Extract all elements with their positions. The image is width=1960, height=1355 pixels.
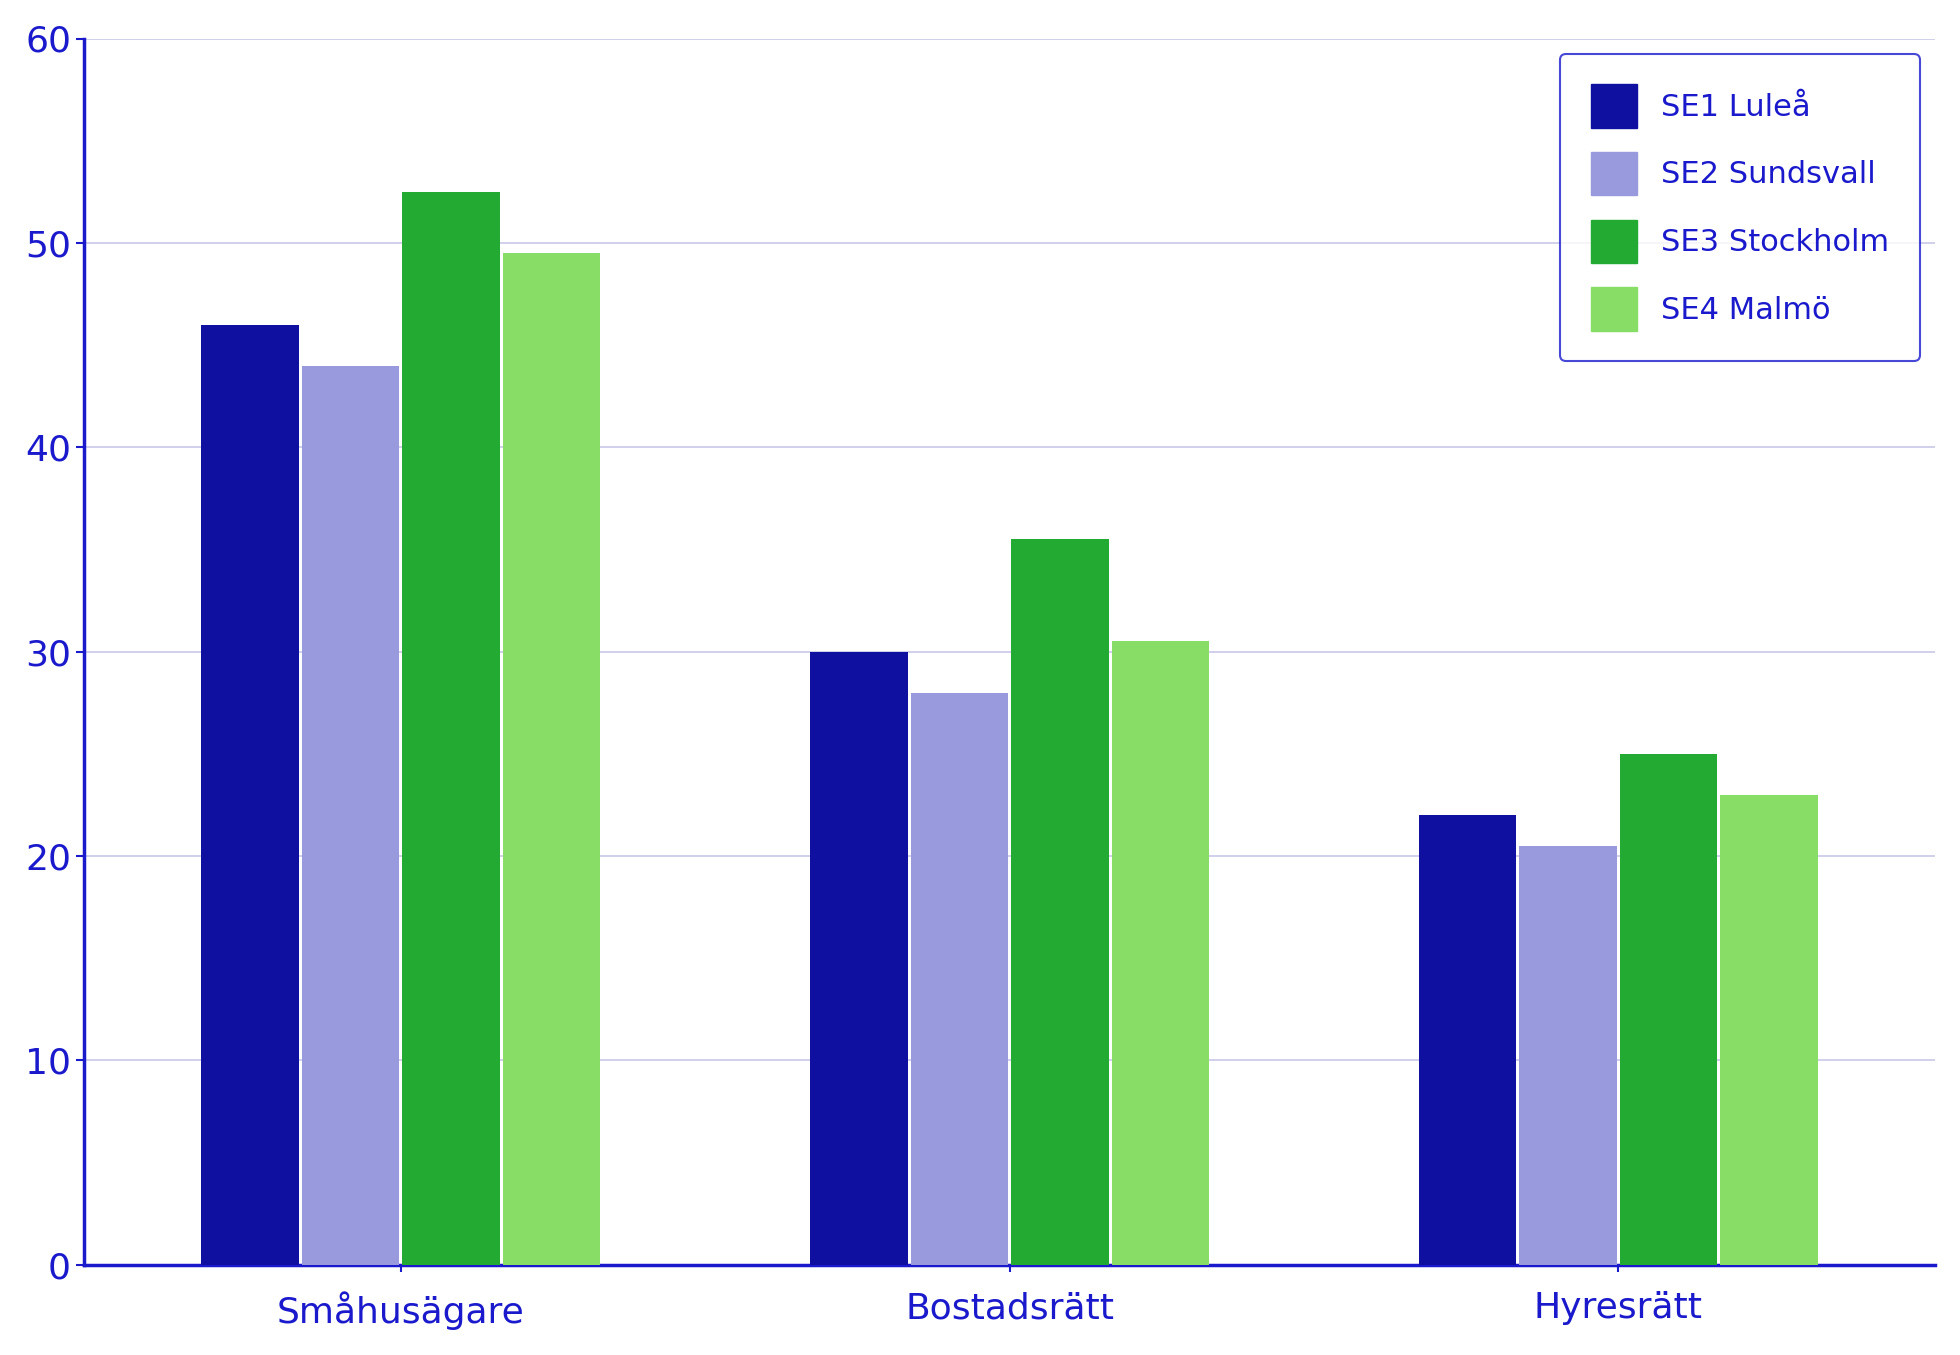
Bar <box>402 192 500 1264</box>
Bar <box>1111 641 1209 1264</box>
Bar <box>1419 816 1517 1264</box>
Bar <box>504 253 600 1264</box>
Bar <box>1721 795 1817 1264</box>
Bar <box>1619 753 1717 1264</box>
Legend: SE1 Luleå, SE2 Sundsvall, SE3 Stockholm, SE4 Malmö: SE1 Luleå, SE2 Sundsvall, SE3 Stockholm,… <box>1560 54 1919 362</box>
Bar <box>302 366 400 1264</box>
Bar <box>911 692 1007 1264</box>
Bar <box>1519 846 1617 1264</box>
Bar <box>809 652 907 1264</box>
Bar <box>202 325 298 1264</box>
Bar <box>1011 539 1109 1264</box>
